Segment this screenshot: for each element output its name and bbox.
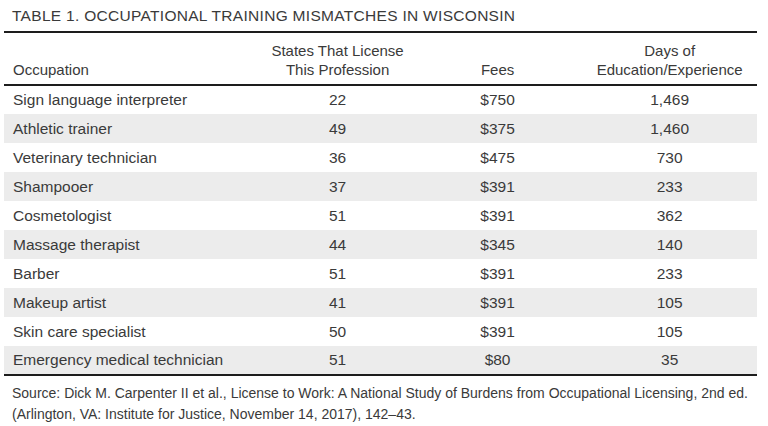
table-row: Barber51$391233: [4, 259, 757, 288]
cell-states-count: 44: [262, 230, 413, 259]
cell-fees: $375: [413, 114, 582, 143]
cell-days: 233: [582, 172, 757, 201]
table-title: TABLE 1. OCCUPATIONAL TRAINING MISMATCHE…: [4, 0, 757, 31]
cell-states-count: 22: [262, 85, 413, 114]
cell-days: 105: [582, 317, 757, 346]
cell-states-count: 50: [262, 317, 413, 346]
table-row: Makeup artist41$391105: [4, 288, 757, 317]
table-row: Massage therapist44$345140: [4, 230, 757, 259]
table-row: Emergency medical technician51$8035: [4, 346, 757, 375]
cell-fees: $80: [413, 346, 582, 375]
cell-occupation: Massage therapist: [4, 230, 262, 259]
table-row: Athletic trainer49$3751,460: [4, 114, 757, 143]
cell-states-count: 51: [262, 201, 413, 230]
table-container: TABLE 1. OCCUPATIONAL TRAINING MISMATCHE…: [4, 0, 757, 425]
cell-days: 105: [582, 288, 757, 317]
cell-fees: $391: [413, 172, 582, 201]
cell-occupation: Emergency medical technician: [4, 346, 262, 375]
cell-occupation: Barber: [4, 259, 262, 288]
cell-days: 730: [582, 143, 757, 172]
cell-days: 1,460: [582, 114, 757, 143]
cell-occupation: Athletic trainer: [4, 114, 262, 143]
source-note-line2: (Arlington, VA: Institute for Justice, N…: [12, 404, 757, 425]
table-row: Sign language interpreter22$7501,469: [4, 85, 757, 114]
table-header: Occupation States That License This Prof…: [4, 32, 757, 85]
cell-occupation: Shampooer: [4, 172, 262, 201]
cell-occupation: Makeup artist: [4, 288, 262, 317]
page: TABLE 1. OCCUPATIONAL TRAINING MISMATCHE…: [0, 0, 768, 426]
cell-fees: $750: [413, 85, 582, 114]
cell-days: 233: [582, 259, 757, 288]
source-note-line1: Source: Dick M. Carpenter II et al., Lic…: [12, 383, 757, 404]
col-header-days-line2: Education/Experience: [582, 60, 757, 79]
source-note: Source: Dick M. Carpenter II et al., Lic…: [12, 383, 757, 425]
col-header-states-line1: States That License: [262, 41, 413, 60]
header-row: Occupation States That License This Prof…: [4, 32, 757, 85]
table-row: Cosmetologist51$391362: [4, 201, 757, 230]
col-header-days-line1: Days of: [582, 41, 757, 60]
cell-fees: $391: [413, 288, 582, 317]
table-body: Sign language interpreter22$7501,469Athl…: [4, 85, 757, 375]
cell-occupation: Veterinary technician: [4, 143, 262, 172]
cell-fees: $391: [413, 259, 582, 288]
cell-days: 140: [582, 230, 757, 259]
cell-days: 1,469: [582, 85, 757, 114]
table-row: Veterinary technician36$475730: [4, 143, 757, 172]
cell-fees: $391: [413, 201, 582, 230]
cell-occupation: Cosmetologist: [4, 201, 262, 230]
cell-fees: $345: [413, 230, 582, 259]
cell-states-count: 51: [262, 259, 413, 288]
cell-days: 362: [582, 201, 757, 230]
cell-states-count: 37: [262, 172, 413, 201]
cell-occupation: Skin care specialist: [4, 317, 262, 346]
table-row: Shampooer37$391233: [4, 172, 757, 201]
col-header-states-line2: This Profession: [262, 60, 413, 79]
col-header-fees: Fees: [413, 32, 582, 85]
cell-occupation: Sign language interpreter: [4, 85, 262, 114]
col-header-occupation: Occupation: [4, 32, 262, 85]
cell-fees: $391: [413, 317, 582, 346]
occupational-training-table: Occupation States That License This Prof…: [4, 31, 757, 376]
cell-states-count: 41: [262, 288, 413, 317]
cell-states-count: 49: [262, 114, 413, 143]
cell-states-count: 36: [262, 143, 413, 172]
cell-days: 35: [582, 346, 757, 375]
cell-states-count: 51: [262, 346, 413, 375]
cell-fees: $475: [413, 143, 582, 172]
col-header-states: States That License This Profession: [262, 32, 413, 85]
table-row: Skin care specialist50$391105: [4, 317, 757, 346]
col-header-days: Days of Education/Experience: [582, 32, 757, 85]
